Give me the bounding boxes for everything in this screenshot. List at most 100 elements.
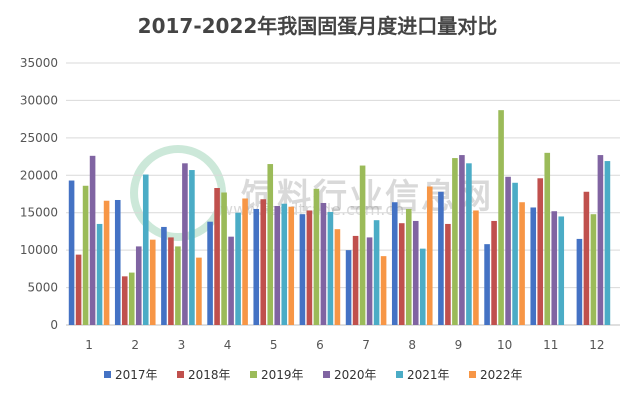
legend-label: 2021年: [407, 368, 450, 382]
bar: [519, 202, 525, 325]
bar: [82, 185, 89, 325]
bar: [391, 202, 398, 325]
x-tick-label: 3: [178, 338, 186, 352]
bar: [604, 161, 611, 325]
bar: [75, 254, 82, 325]
bar: [583, 191, 590, 325]
bar: [149, 239, 156, 325]
bar: [142, 174, 149, 325]
legend-label: 2019年: [261, 368, 304, 382]
x-tick-label: 12: [589, 338, 604, 352]
x-tick-label: 9: [455, 338, 463, 352]
x-tick-label: 8: [408, 338, 416, 352]
bar: [498, 110, 504, 325]
bar: [512, 182, 518, 325]
bar: [551, 211, 558, 325]
bar: [405, 208, 412, 325]
bar: [89, 155, 96, 325]
x-tick-label: 1: [85, 338, 93, 352]
legend-label: 2022年: [480, 368, 523, 382]
bar: [161, 226, 167, 325]
chart-title: 2017-2022年我国固蛋月度进口量对比: [137, 14, 498, 38]
bar: [189, 170, 195, 325]
bar: [228, 236, 234, 325]
bar: [260, 199, 267, 325]
bar: [121, 276, 128, 325]
bar: [558, 216, 565, 325]
bar: [537, 178, 544, 325]
y-tick-label: 0: [50, 318, 58, 332]
bar: [445, 223, 451, 325]
x-tick-label: 5: [270, 338, 278, 352]
legend-swatch: [323, 371, 330, 378]
legend-swatch: [396, 371, 403, 378]
bar: [175, 246, 181, 325]
legend-swatch: [104, 371, 111, 378]
bar: [299, 214, 306, 325]
bar: [459, 155, 465, 325]
bar: [426, 186, 433, 325]
bar: [352, 235, 359, 325]
bar: [345, 250, 352, 325]
bar: [452, 158, 458, 325]
x-tick-label: 6: [316, 338, 324, 352]
y-tick-label: 10000: [20, 243, 58, 257]
bar: [128, 272, 135, 325]
bar: [590, 214, 597, 325]
bar: [484, 244, 490, 325]
bar: [466, 163, 472, 325]
bar: [373, 220, 380, 325]
bar: [168, 237, 174, 325]
legend-label: 2017年: [115, 368, 158, 382]
bar: [114, 199, 121, 325]
y-tick-label: 5000: [27, 281, 58, 295]
x-tick-label: 2: [131, 338, 139, 352]
bar: [359, 165, 366, 325]
bar: [207, 221, 213, 325]
bar: [135, 246, 142, 325]
bar: [313, 188, 320, 325]
bar: [380, 256, 387, 325]
x-tick-label: 11: [543, 338, 558, 352]
x-tick-label: 10: [497, 338, 512, 352]
y-tick-label: 30000: [20, 93, 58, 107]
bar: [214, 188, 220, 325]
y-tick-label: 25000: [20, 131, 58, 145]
bar: [306, 210, 313, 325]
bar: [196, 257, 202, 325]
bar: [320, 202, 327, 325]
bar: [96, 223, 103, 325]
y-tick-label: 35000: [20, 56, 58, 70]
x-tick-label: 7: [362, 338, 370, 352]
x-tick-label: 4: [224, 338, 232, 352]
bar: [438, 191, 444, 325]
bar: [267, 164, 274, 325]
bar: [221, 192, 227, 325]
bar: [281, 203, 288, 325]
bar: [597, 155, 604, 325]
legend-swatch: [177, 371, 184, 378]
bar: [544, 152, 551, 325]
bar: [274, 205, 281, 325]
bar: [182, 163, 188, 325]
y-tick-label: 15000: [20, 206, 58, 220]
bar: [505, 176, 511, 325]
bar: [288, 206, 295, 325]
bar: [530, 207, 537, 325]
bar: [473, 210, 479, 325]
bar: [334, 229, 341, 325]
bar: [398, 223, 405, 325]
bar: [68, 180, 75, 325]
bar: [235, 212, 241, 325]
legend-swatch: [469, 371, 476, 378]
legend-swatch: [250, 371, 257, 378]
bar: [366, 237, 373, 325]
bar: [327, 211, 334, 325]
bar: [253, 208, 260, 325]
legend-label: 2018年: [188, 368, 231, 382]
bar: [576, 238, 583, 325]
bar: [103, 200, 110, 325]
legend-label: 2020年: [334, 368, 377, 382]
